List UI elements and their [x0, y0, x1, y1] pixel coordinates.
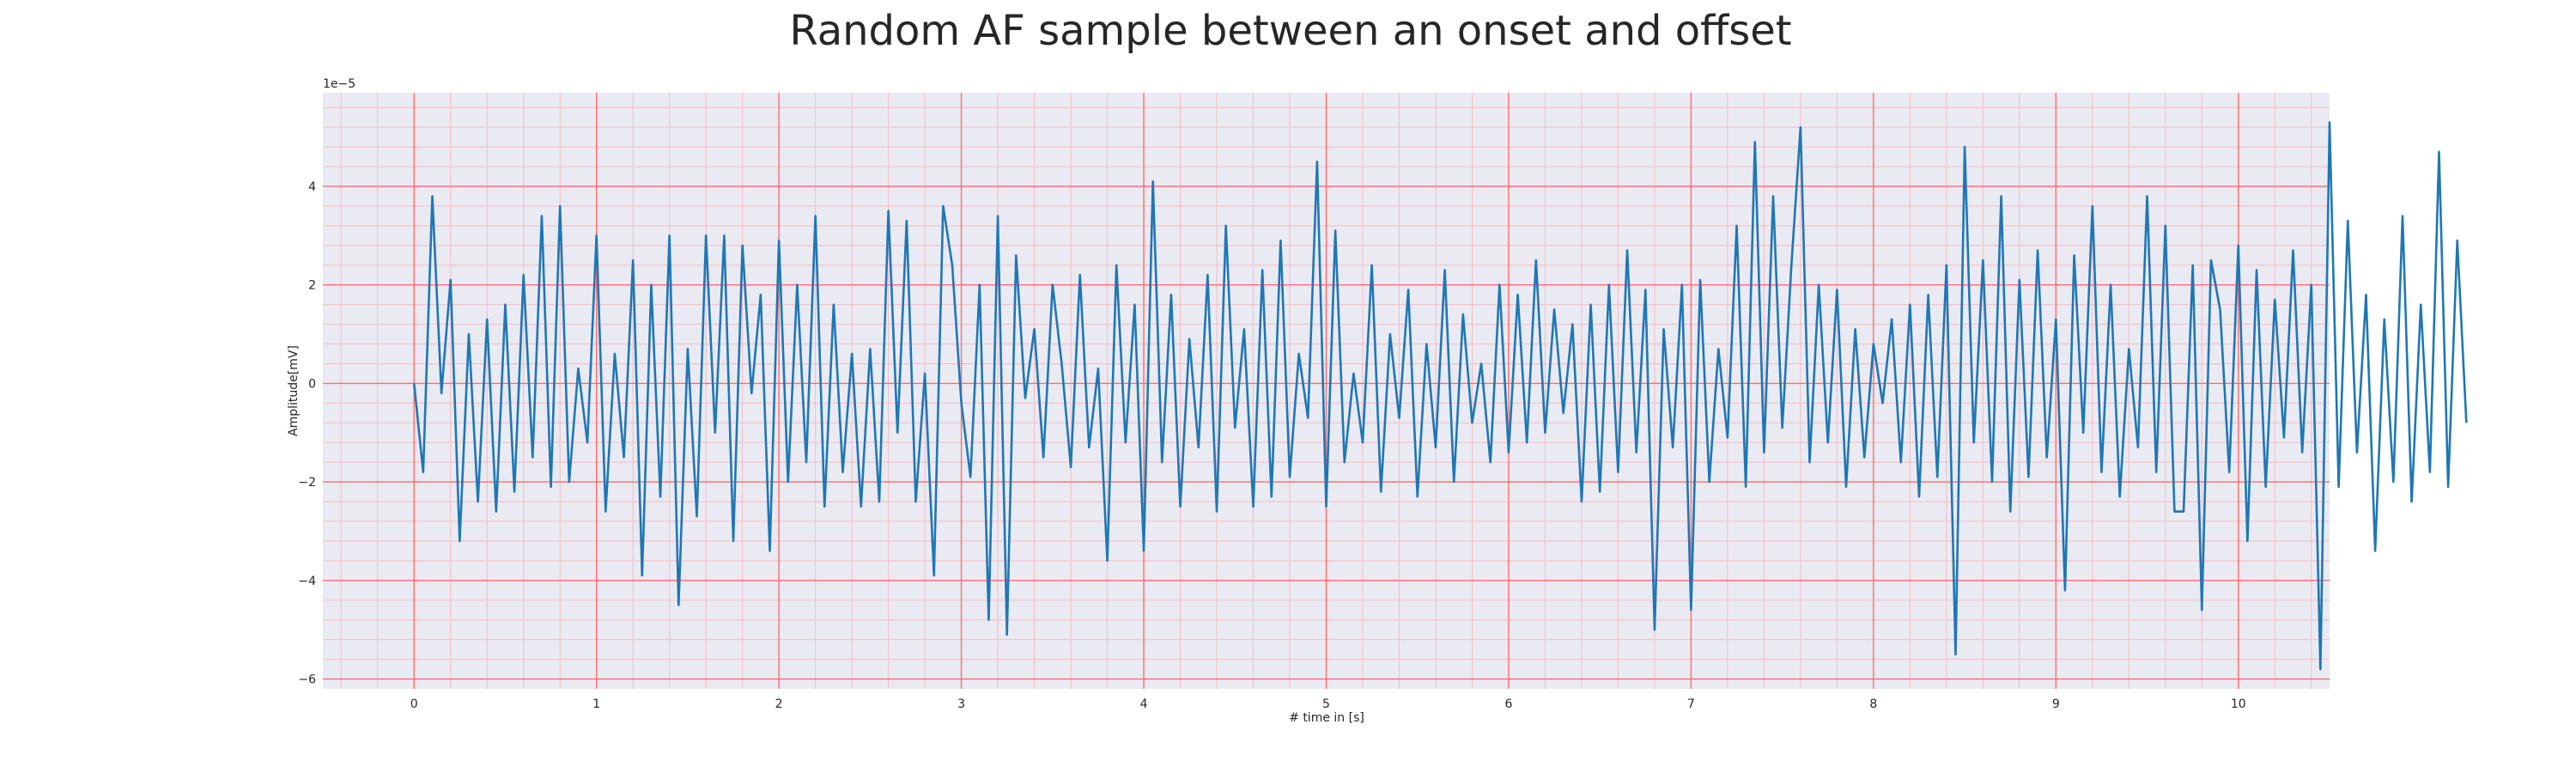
chart-title: Random AF sample between an onset and of… [789, 7, 1791, 55]
x-tick-label: 0 [410, 697, 418, 711]
y-tick-label: 2 [308, 279, 316, 293]
x-axis-ticks: 0 1 2 3 4 5 6 7 8 9 10 [410, 697, 2246, 711]
x-tick-label: 5 [1322, 697, 1330, 711]
y-tick-label: −2 [298, 476, 316, 490]
y-axis-ticks: −6 −4 −2 0 2 4 [298, 180, 316, 687]
x-tick-label: 8 [1869, 697, 1877, 711]
y-tick-label: −4 [298, 575, 316, 588]
y-tick-label: 0 [308, 377, 316, 391]
x-tick-label: 9 [2052, 697, 2060, 711]
y-offset-label: 1e−5 [323, 77, 355, 91]
x-tick-label: 4 [1140, 697, 1148, 711]
x-tick-label: 1 [592, 697, 600, 711]
y-tick-label: 4 [308, 180, 316, 194]
y-tick-label: −6 [298, 673, 316, 687]
x-tick-label: 3 [957, 697, 965, 711]
x-tick-label: 7 [1687, 697, 1695, 711]
x-tick-label: 6 [1504, 697, 1512, 711]
x-tick-label: 10 [2231, 697, 2246, 711]
y-axis-label: Amplitude[mV] [287, 345, 301, 436]
x-axis-label: # time in [s] [1289, 711, 1364, 725]
series-line [412, 121, 2468, 671]
x-tick-label: 2 [775, 697, 783, 711]
